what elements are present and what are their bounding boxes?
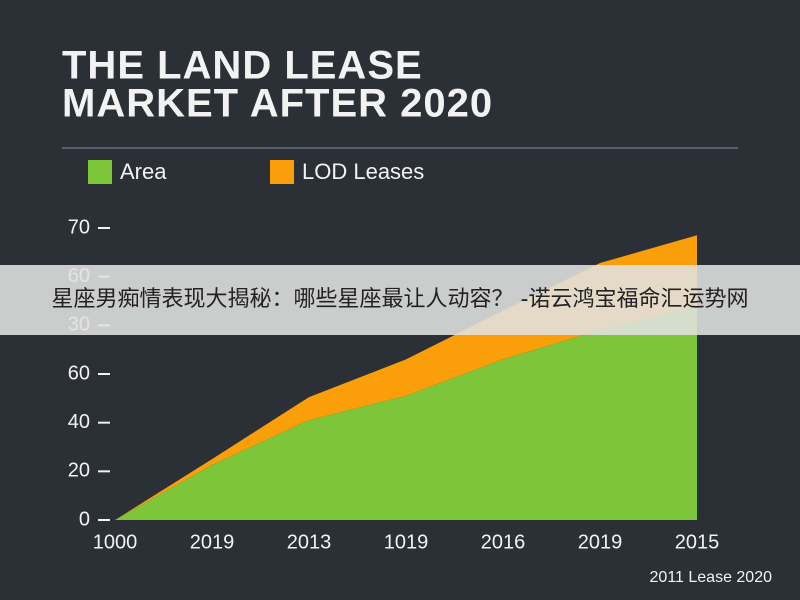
x-tick-label: 1019 xyxy=(384,531,429,553)
x-tick-label: 2013 xyxy=(287,531,332,553)
legend-label: LOD Leases xyxy=(302,159,424,184)
area xyxy=(115,305,697,520)
legend-swatch xyxy=(88,160,112,184)
banner-background xyxy=(0,265,800,335)
y-tick-label: 40 xyxy=(68,411,90,433)
x-tick-label: 2019 xyxy=(578,531,623,553)
y-tick-label: 60 xyxy=(68,362,90,384)
y-tick-label: 0 xyxy=(79,508,90,530)
y-tick-label: 70 xyxy=(68,216,90,238)
x-tick-label: 2019 xyxy=(190,531,235,553)
legend-swatch xyxy=(270,160,294,184)
y-tick-label: 20 xyxy=(68,460,90,482)
legend-label: Area xyxy=(120,159,167,184)
x-tick-label: 2016 xyxy=(481,531,526,553)
chart-title: MARKET AFTER 2020 xyxy=(62,82,493,126)
x-tick-label: 2015 xyxy=(675,531,720,553)
footnote: 2011 Lease 2020 xyxy=(650,569,773,586)
chart-title: THE LAND LEASE xyxy=(62,44,423,88)
x-tick-label: 1000 xyxy=(93,531,138,553)
banner-text: 星座男痴情表现大揭秘：哪些星座最让人动容？ -诺云鸿宝福命汇运势网 xyxy=(52,287,749,312)
